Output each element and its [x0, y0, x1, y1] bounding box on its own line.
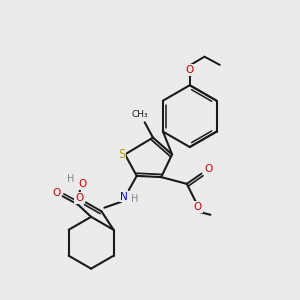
Text: O: O: [75, 193, 83, 203]
Text: O: O: [78, 179, 87, 189]
Text: H: H: [131, 194, 138, 204]
Text: O: O: [204, 164, 212, 174]
Text: O: O: [186, 65, 194, 75]
Text: N: N: [120, 191, 128, 202]
Text: O: O: [194, 202, 202, 212]
Text: H: H: [67, 174, 74, 184]
Text: CH₃: CH₃: [131, 110, 148, 118]
Text: O: O: [52, 188, 60, 198]
Text: S: S: [118, 148, 125, 161]
